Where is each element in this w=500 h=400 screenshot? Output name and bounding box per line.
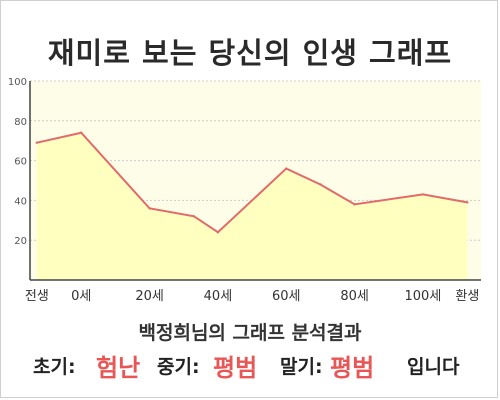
late-label: 말기: [280,356,323,378]
data-point [192,215,196,218]
y-tick-label: 40 [14,196,27,207]
chart-title: 재미로 보는 당신의 인생 그래프 [47,36,453,70]
x-tick-label: 0세 [71,289,91,304]
y-tick-label: 60 [14,157,27,168]
x-tick-label: 환생 [455,289,479,304]
x-tick-labels: 전생 0세 20세 40세 60세 80세 100세 환생 [25,289,479,304]
x-tick-label: 80세 [340,289,369,304]
early-label: 초기: [33,356,76,378]
series-area [35,131,469,280]
data-point [148,207,151,210]
y-tick-label: 20 [14,236,27,247]
axes [29,81,481,281]
late-value: 평범 [330,354,375,382]
x-tick-label: 40세 [204,289,233,304]
area-fill [36,132,468,280]
early-value: 험난 [96,354,141,382]
x-tick-label: 60세 [272,289,301,304]
y-tick-label: 80 [14,117,27,128]
data-point [80,131,83,134]
mid-label: 중기: [157,356,200,378]
x-tick-label: 100세 [405,289,442,304]
mid-value: 평범 [213,354,258,382]
analysis-summary: 초기: 험난 중기: 평범 말기: 평범 입니다 [0,346,500,382]
x-tick-label: 전생 [25,289,49,304]
series-line [36,131,468,234]
data-point [421,193,425,196]
data-point [285,167,288,170]
y-tick-labels: 20 40 60 80 100 [8,77,27,247]
y-tick-label: 100 [8,77,27,88]
data-point [319,183,322,186]
data-point [216,231,220,234]
x-tick-label: 20세 [135,289,164,304]
analysis-caption: 백정희님의 그래프 분석결과 [138,322,362,344]
data-point [35,141,39,144]
data-point [353,203,356,206]
ending-text: 입니다 [407,356,460,378]
data-point [466,201,469,204]
